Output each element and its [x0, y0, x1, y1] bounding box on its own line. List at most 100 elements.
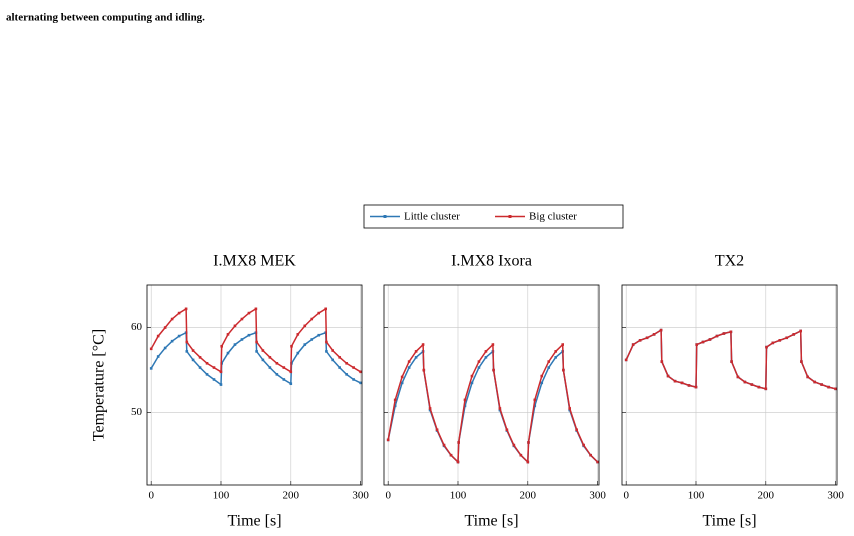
point: [519, 453, 523, 457]
point: [149, 347, 153, 351]
point: [261, 349, 265, 352]
point: [255, 350, 258, 353]
point: [421, 343, 425, 346]
point: [226, 333, 230, 336]
point: [631, 343, 635, 346]
point: [352, 366, 355, 369]
point: [219, 383, 223, 386]
legend-label: Big cluster: [529, 211, 577, 223]
point: [289, 382, 293, 386]
point: [456, 460, 460, 464]
point: [554, 356, 558, 359]
point: [156, 334, 160, 338]
series-line: [625, 328, 836, 390]
point: [729, 330, 733, 334]
x-tick-label: 0: [148, 490, 154, 502]
point: [561, 343, 565, 346]
point: [268, 356, 272, 359]
point: [212, 378, 216, 381]
point: [527, 441, 530, 444]
legend-marker: [508, 215, 512, 218]
point: [352, 378, 355, 381]
point: [638, 339, 642, 342]
point: [575, 428, 578, 431]
point: [582, 443, 585, 447]
point: [177, 311, 181, 315]
point: [505, 428, 509, 431]
point: [449, 453, 453, 457]
point: [540, 374, 544, 378]
point: [547, 366, 551, 369]
point: [247, 311, 251, 315]
point: [526, 460, 530, 464]
point: [255, 340, 258, 344]
point: [303, 324, 307, 328]
chart-title: TX2: [715, 253, 744, 270]
point: [198, 356, 202, 359]
point: [240, 317, 244, 321]
point: [317, 333, 321, 337]
point: [407, 366, 411, 369]
point: [338, 366, 341, 369]
point: [540, 381, 544, 385]
point: [205, 361, 209, 365]
x-tick-label: 100: [688, 490, 705, 502]
point: [219, 370, 223, 374]
point: [185, 350, 189, 353]
point: [673, 379, 677, 383]
x-axis-label: Time [s]: [702, 513, 756, 530]
x-tick-label: 200: [520, 490, 537, 502]
point: [275, 361, 279, 365]
point: [687, 384, 691, 387]
point: [233, 343, 237, 346]
point: [533, 398, 537, 402]
point: [750, 383, 754, 386]
x-tick-label: 100: [450, 490, 467, 502]
point: [695, 343, 698, 346]
point: [400, 381, 404, 385]
point: [470, 381, 474, 385]
plot-frame: [621, 284, 838, 486]
point: [765, 345, 768, 349]
point: [184, 307, 188, 311]
point: [498, 407, 502, 410]
point: [624, 358, 628, 362]
point: [331, 358, 334, 362]
point: [554, 350, 558, 353]
point: [414, 350, 418, 353]
point: [806, 375, 809, 379]
x-tick-label: 100: [213, 490, 230, 502]
point: [463, 398, 467, 402]
point: [820, 383, 823, 386]
point: [422, 368, 426, 372]
point: [247, 333, 251, 337]
point: [191, 358, 195, 362]
point: [715, 334, 719, 338]
y-tick-label: 60: [131, 321, 143, 333]
point: [680, 381, 684, 385]
point: [226, 351, 230, 355]
point: [338, 356, 341, 359]
x-tick-label: 0: [385, 490, 391, 502]
x-tick-label: 200: [283, 490, 300, 502]
point: [275, 373, 279, 376]
point: [393, 404, 397, 408]
y-axis-label: Temperature [°C]: [91, 329, 108, 441]
point: [785, 336, 789, 340]
point: [792, 333, 796, 336]
point: [325, 340, 328, 344]
point: [393, 398, 397, 402]
y-tick-label: 50: [131, 406, 143, 418]
point: [463, 404, 467, 408]
point: [708, 338, 712, 341]
point: [177, 334, 181, 338]
point: [233, 324, 237, 328]
x-tick-label: 0: [623, 490, 629, 502]
series-line: [150, 307, 361, 374]
point: [666, 374, 670, 378]
x-tick-label: 200: [758, 490, 775, 502]
point: [212, 366, 216, 369]
point: [457, 441, 460, 444]
point: [834, 387, 837, 391]
